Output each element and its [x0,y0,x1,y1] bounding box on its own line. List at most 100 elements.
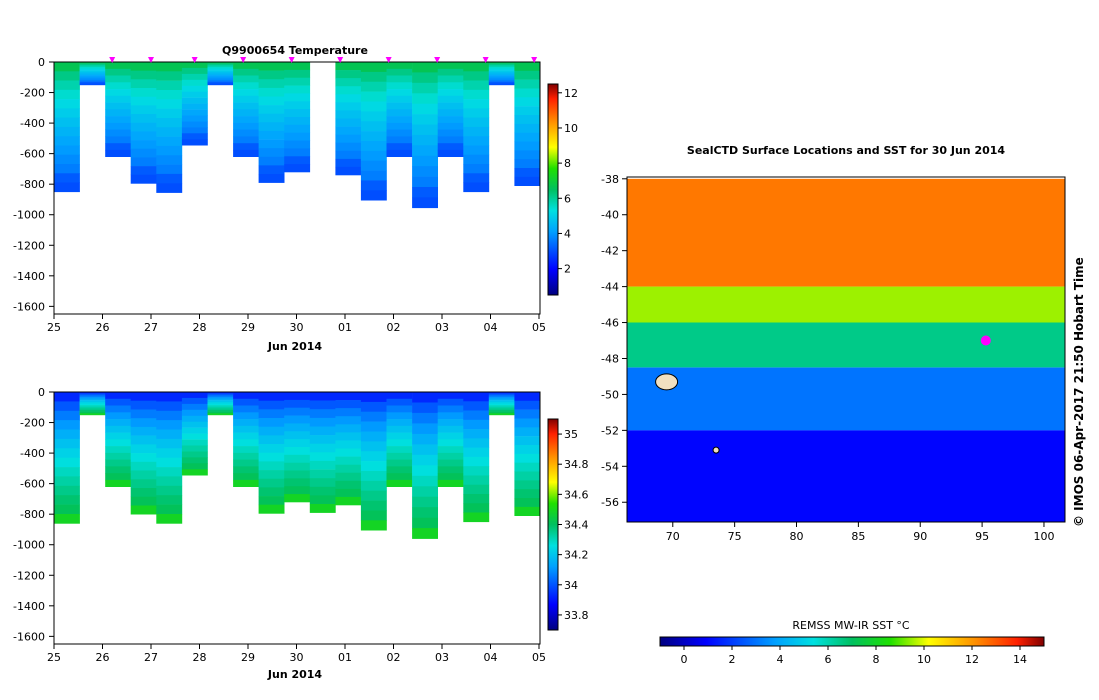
sal-cell [130,418,157,428]
sst-colorbar-tick-label: 0 [681,653,688,666]
temp-cell [284,132,311,141]
sal-cell [437,452,464,460]
island-markers [655,373,720,454]
temp-cell [360,91,387,102]
temp-cell [335,118,362,127]
temp-cell [437,149,464,157]
sst-colorbar-tick-label: 6 [825,653,832,666]
temp-cell [463,136,490,146]
sal-cell [233,446,259,454]
temp-cell [233,116,259,124]
temp-cell [156,99,183,109]
temp-cell [412,82,438,94]
sal-cell [105,398,132,406]
sst-colorbar-tick-label: 8 [873,653,880,666]
sal-cell [386,446,413,454]
sal-cell [258,444,285,453]
sal-cell [105,439,132,447]
temp-cell [233,68,259,76]
temp-cell [105,116,132,124]
temp-cell [284,117,311,126]
temp-cell [258,70,285,80]
sal-cell [360,392,387,403]
temp-cell [412,62,438,73]
salinity-cells [54,392,541,539]
temp-cell [207,78,234,81]
temp-cell [488,71,515,74]
sal-cell [156,392,183,402]
temp-cell [437,68,464,76]
temp-cell [105,129,132,137]
sal-cell [233,419,259,427]
sal-cell [360,421,387,432]
y-tick-label: -600 [20,148,45,161]
sal-cell [360,510,387,521]
temp-cell [412,134,438,146]
colorbar-tick-label: 34.6 [564,488,589,501]
sal-cell [258,487,285,497]
sal-cell [130,400,157,410]
sal-cell [463,503,490,513]
sal-cell [130,426,157,436]
temp-cell [54,136,80,146]
sal-cell [105,419,132,427]
sal-cell [514,498,541,508]
temp-cell [181,109,208,116]
temperature-x-ticks: 25 26 27 28 29 30 01 02 03 04 05 [47,314,546,334]
temp-cell [233,62,259,70]
x-tick-label: 01 [338,321,352,334]
temp-cell [233,95,259,103]
sst-band [627,430,1065,522]
lon-tick-label: 85 [851,530,865,543]
temp-cell [488,70,515,73]
temp-cell [181,127,208,134]
temp-cell [181,67,208,75]
sal-cell [463,484,490,495]
temp-cell [156,108,183,119]
lat-tick-label: -38 [601,173,619,186]
sal-cell [309,435,336,444]
sal-cell [360,500,387,511]
sal-cell [233,425,259,433]
sal-cell [79,393,106,396]
sal-cell [284,470,311,479]
sal-cell [488,405,515,407]
y-tick-label: -800 [20,508,45,521]
sal-cell [360,451,387,462]
sal-cell [463,429,490,439]
sal-cell [463,494,490,504]
temp-cell [335,134,362,144]
sst-band [627,178,1065,287]
sal-cell [412,433,438,445]
sal-cell [514,480,541,490]
x-tick-label: 25 [47,321,61,334]
credit-text: © IMOS 06-Apr-2017 21:50 Hobart Time [1072,257,1086,527]
sal-cell [437,439,464,447]
sal-cell [156,485,183,496]
sal-cell [360,411,387,422]
sal-cell [130,392,157,401]
sal-cell [412,454,438,466]
sal-cell [79,413,106,416]
sst-colorbar-tick-label: 14 [1013,653,1027,666]
temp-cell [335,86,362,95]
temp-cell [130,105,157,115]
temp-cell [233,89,259,97]
sal-cell [258,504,285,514]
sal-cell [258,392,285,401]
colorbar-tick-label: 10 [564,122,578,135]
sal-cell [386,419,413,427]
temp-cell [79,66,106,69]
sal-cell [335,496,362,506]
temp-cell [335,78,362,87]
sal-cell [207,406,234,409]
temp-cell [156,183,183,193]
lon-tick-label: 75 [728,530,742,543]
temp-cell [437,82,464,90]
temp-cell [412,72,438,84]
temp-cell [156,173,183,184]
sal-cell [463,512,490,523]
sal-cell [105,452,132,460]
sal-cell [437,419,464,427]
temp-cell [360,131,387,142]
